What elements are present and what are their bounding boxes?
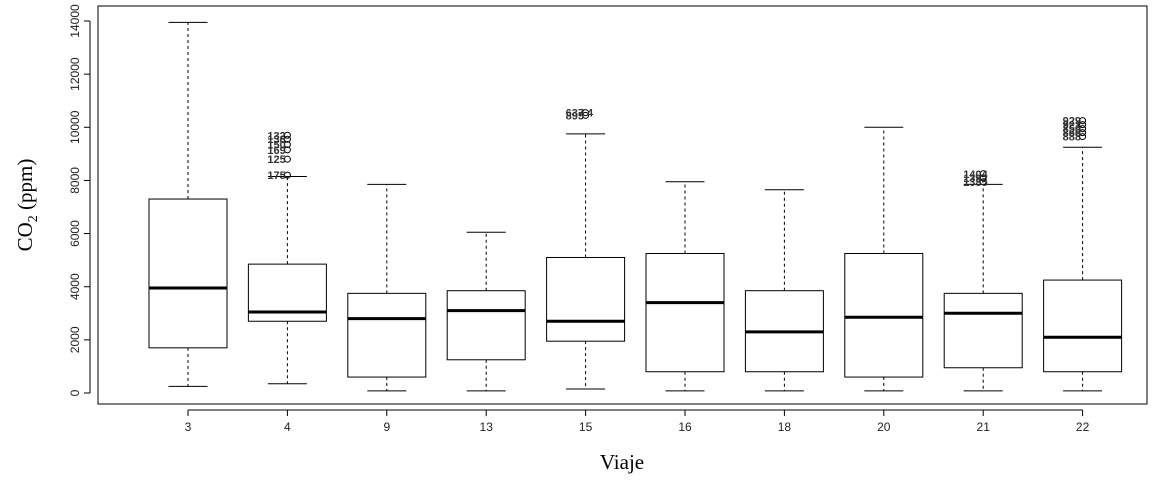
x-tick-label: 9 bbox=[383, 420, 390, 434]
outlier-point bbox=[582, 109, 590, 117]
box-iqr bbox=[148, 198, 228, 349]
outlier-label: 637 4 bbox=[566, 108, 594, 120]
box-20 bbox=[844, 126, 924, 392]
outlier-point bbox=[283, 141, 291, 149]
outlier-point bbox=[283, 155, 291, 163]
outlier-label: 150 bbox=[267, 140, 285, 152]
outlier-point bbox=[283, 131, 291, 139]
box-iqr bbox=[1043, 279, 1123, 373]
outlier-label: 895 bbox=[566, 110, 584, 122]
outlier-label: 1385 bbox=[963, 177, 987, 189]
y-axis-title-subscript: 2 bbox=[26, 215, 41, 222]
y-tick-label: 6000 bbox=[68, 220, 82, 247]
box-13 bbox=[446, 231, 526, 392]
x-tick-label: 4 bbox=[284, 420, 291, 434]
y-tick-label: 0 bbox=[68, 389, 82, 396]
outlier-label: 1392 bbox=[963, 173, 987, 185]
outlier-label: 125 bbox=[267, 154, 285, 166]
outlier-point bbox=[979, 170, 987, 178]
y-axis-title-unit: (ppm) bbox=[13, 159, 37, 216]
box-iqr bbox=[347, 292, 427, 378]
plot-frame bbox=[97, 5, 1148, 405]
box-iqr bbox=[645, 253, 725, 373]
y-axis-title: CO2 (ppm) bbox=[13, 159, 41, 252]
y-tick-label: 12000 bbox=[68, 57, 82, 91]
box-16 bbox=[645, 181, 725, 392]
x-tick-label: 21 bbox=[977, 420, 991, 434]
y-tick-label: 10000 bbox=[68, 110, 82, 144]
outlier-label: 138 bbox=[267, 134, 285, 146]
box-iqr bbox=[844, 253, 924, 378]
y-axis-title-main: CO bbox=[13, 222, 37, 251]
outlier-label: 175 bbox=[267, 170, 285, 182]
outlier-label: 850 bbox=[1063, 124, 1081, 136]
outlier-label: 888 bbox=[1063, 132, 1081, 144]
outlier-point bbox=[1079, 129, 1087, 137]
box-18 bbox=[744, 189, 824, 392]
outlier-point bbox=[283, 135, 291, 143]
x-tick-label: 20 bbox=[877, 420, 891, 434]
box-9 bbox=[347, 183, 427, 392]
x-tick-label: 22 bbox=[1076, 420, 1090, 434]
x-axis-title: Viaje bbox=[600, 450, 644, 474]
outlier-point bbox=[979, 178, 987, 186]
x-tick-label: 15 bbox=[579, 420, 593, 434]
outlier-label: 169 bbox=[267, 145, 285, 157]
outlier-point bbox=[979, 174, 987, 182]
x-tick-label: 13 bbox=[480, 420, 494, 434]
outlier-point bbox=[582, 111, 590, 119]
y-tick-label: 4000 bbox=[68, 273, 82, 300]
y-tick-label: 14000 bbox=[68, 4, 82, 38]
y-tick-label: 2000 bbox=[68, 326, 82, 353]
outlier-point bbox=[283, 146, 291, 154]
outlier-label: 929 bbox=[1063, 116, 1081, 128]
outlier-label: 921 bbox=[1063, 120, 1081, 132]
x-tick-label: 16 bbox=[678, 420, 692, 434]
outlier-label: 866 bbox=[1063, 128, 1081, 140]
x-axis: 3 4 9 13 15 16 18 20 21 22 bbox=[185, 409, 1090, 434]
outlier-point bbox=[1079, 117, 1087, 125]
outlier-point bbox=[1079, 133, 1087, 141]
x-tick-label: 3 bbox=[185, 420, 192, 434]
y-tick-label: 8000 bbox=[68, 167, 82, 194]
outlier-point bbox=[1079, 121, 1087, 129]
outlier-point bbox=[283, 171, 291, 179]
outlier-point bbox=[1079, 125, 1087, 133]
box-iqr bbox=[546, 256, 626, 342]
box-3 bbox=[148, 21, 228, 387]
x-tick-label: 18 bbox=[778, 420, 792, 434]
outlier-label: 132 bbox=[267, 130, 285, 142]
box-iqr bbox=[943, 292, 1023, 369]
outlier-label: 1404 bbox=[963, 169, 988, 181]
box-iqr bbox=[446, 290, 526, 361]
y-axis: 0 2000 4000 6000 8000 10000 12000 14000 bbox=[68, 4, 91, 396]
